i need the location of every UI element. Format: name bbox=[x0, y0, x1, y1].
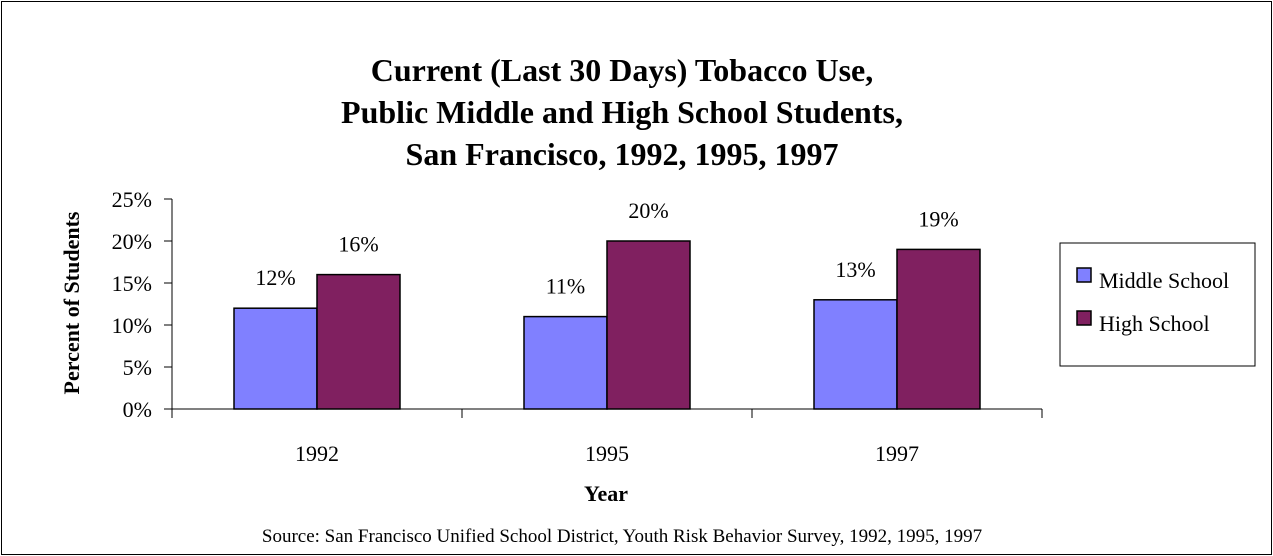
x-tick-label: 1995 bbox=[585, 441, 629, 466]
y-tick-label: 20% bbox=[112, 229, 152, 254]
x-axis-title: Year bbox=[584, 481, 628, 506]
y-tick-label: 25% bbox=[112, 187, 152, 212]
data-labels: 12% 16% 11% 20% 13% 19% bbox=[255, 198, 958, 299]
x-tick-label: 1992 bbox=[295, 441, 339, 466]
bar-middle-school-1995 bbox=[523, 315, 608, 410]
y-axis-title: Percent of Students bbox=[59, 211, 84, 394]
bar-middle-school-1997 bbox=[813, 299, 898, 410]
bar-high-school-1992 bbox=[316, 273, 401, 410]
chart-title-line-1: Current (Last 30 Days) Tobacco Use, bbox=[370, 52, 874, 88]
y-tick-label: 10% bbox=[112, 313, 152, 338]
bar-middle-school-1992 bbox=[233, 307, 318, 410]
legend-label: Middle School bbox=[1099, 268, 1229, 293]
source-note: Source: San Francisco Unified School Dis… bbox=[261, 526, 983, 547]
legend-box bbox=[1059, 242, 1256, 367]
legend-label: High School bbox=[1099, 311, 1210, 336]
y-tick-label: 15% bbox=[112, 271, 152, 296]
bar-high-school-1995 bbox=[606, 240, 691, 410]
bar-high-school-1997 bbox=[896, 248, 981, 410]
data-label: 12% bbox=[255, 265, 295, 290]
legend-swatch bbox=[1076, 267, 1092, 283]
legend: Middle School High School bbox=[1059, 242, 1256, 367]
bars bbox=[233, 240, 981, 410]
data-label: 19% bbox=[918, 206, 958, 231]
data-label: 20% bbox=[628, 198, 668, 223]
data-label: 13% bbox=[835, 257, 875, 282]
data-label: 11% bbox=[546, 274, 586, 299]
chart-title-line-3: San Francisco, 1992, 1995, 1997 bbox=[405, 136, 839, 172]
y-tick-label: 0% bbox=[123, 397, 152, 422]
y-tick-label: 5% bbox=[123, 355, 152, 380]
chart-title-line-2: Public Middle and High School Students, bbox=[341, 94, 903, 130]
legend-swatch bbox=[1076, 310, 1092, 326]
data-label: 16% bbox=[338, 232, 378, 257]
x-tick-label: 1997 bbox=[875, 441, 919, 466]
